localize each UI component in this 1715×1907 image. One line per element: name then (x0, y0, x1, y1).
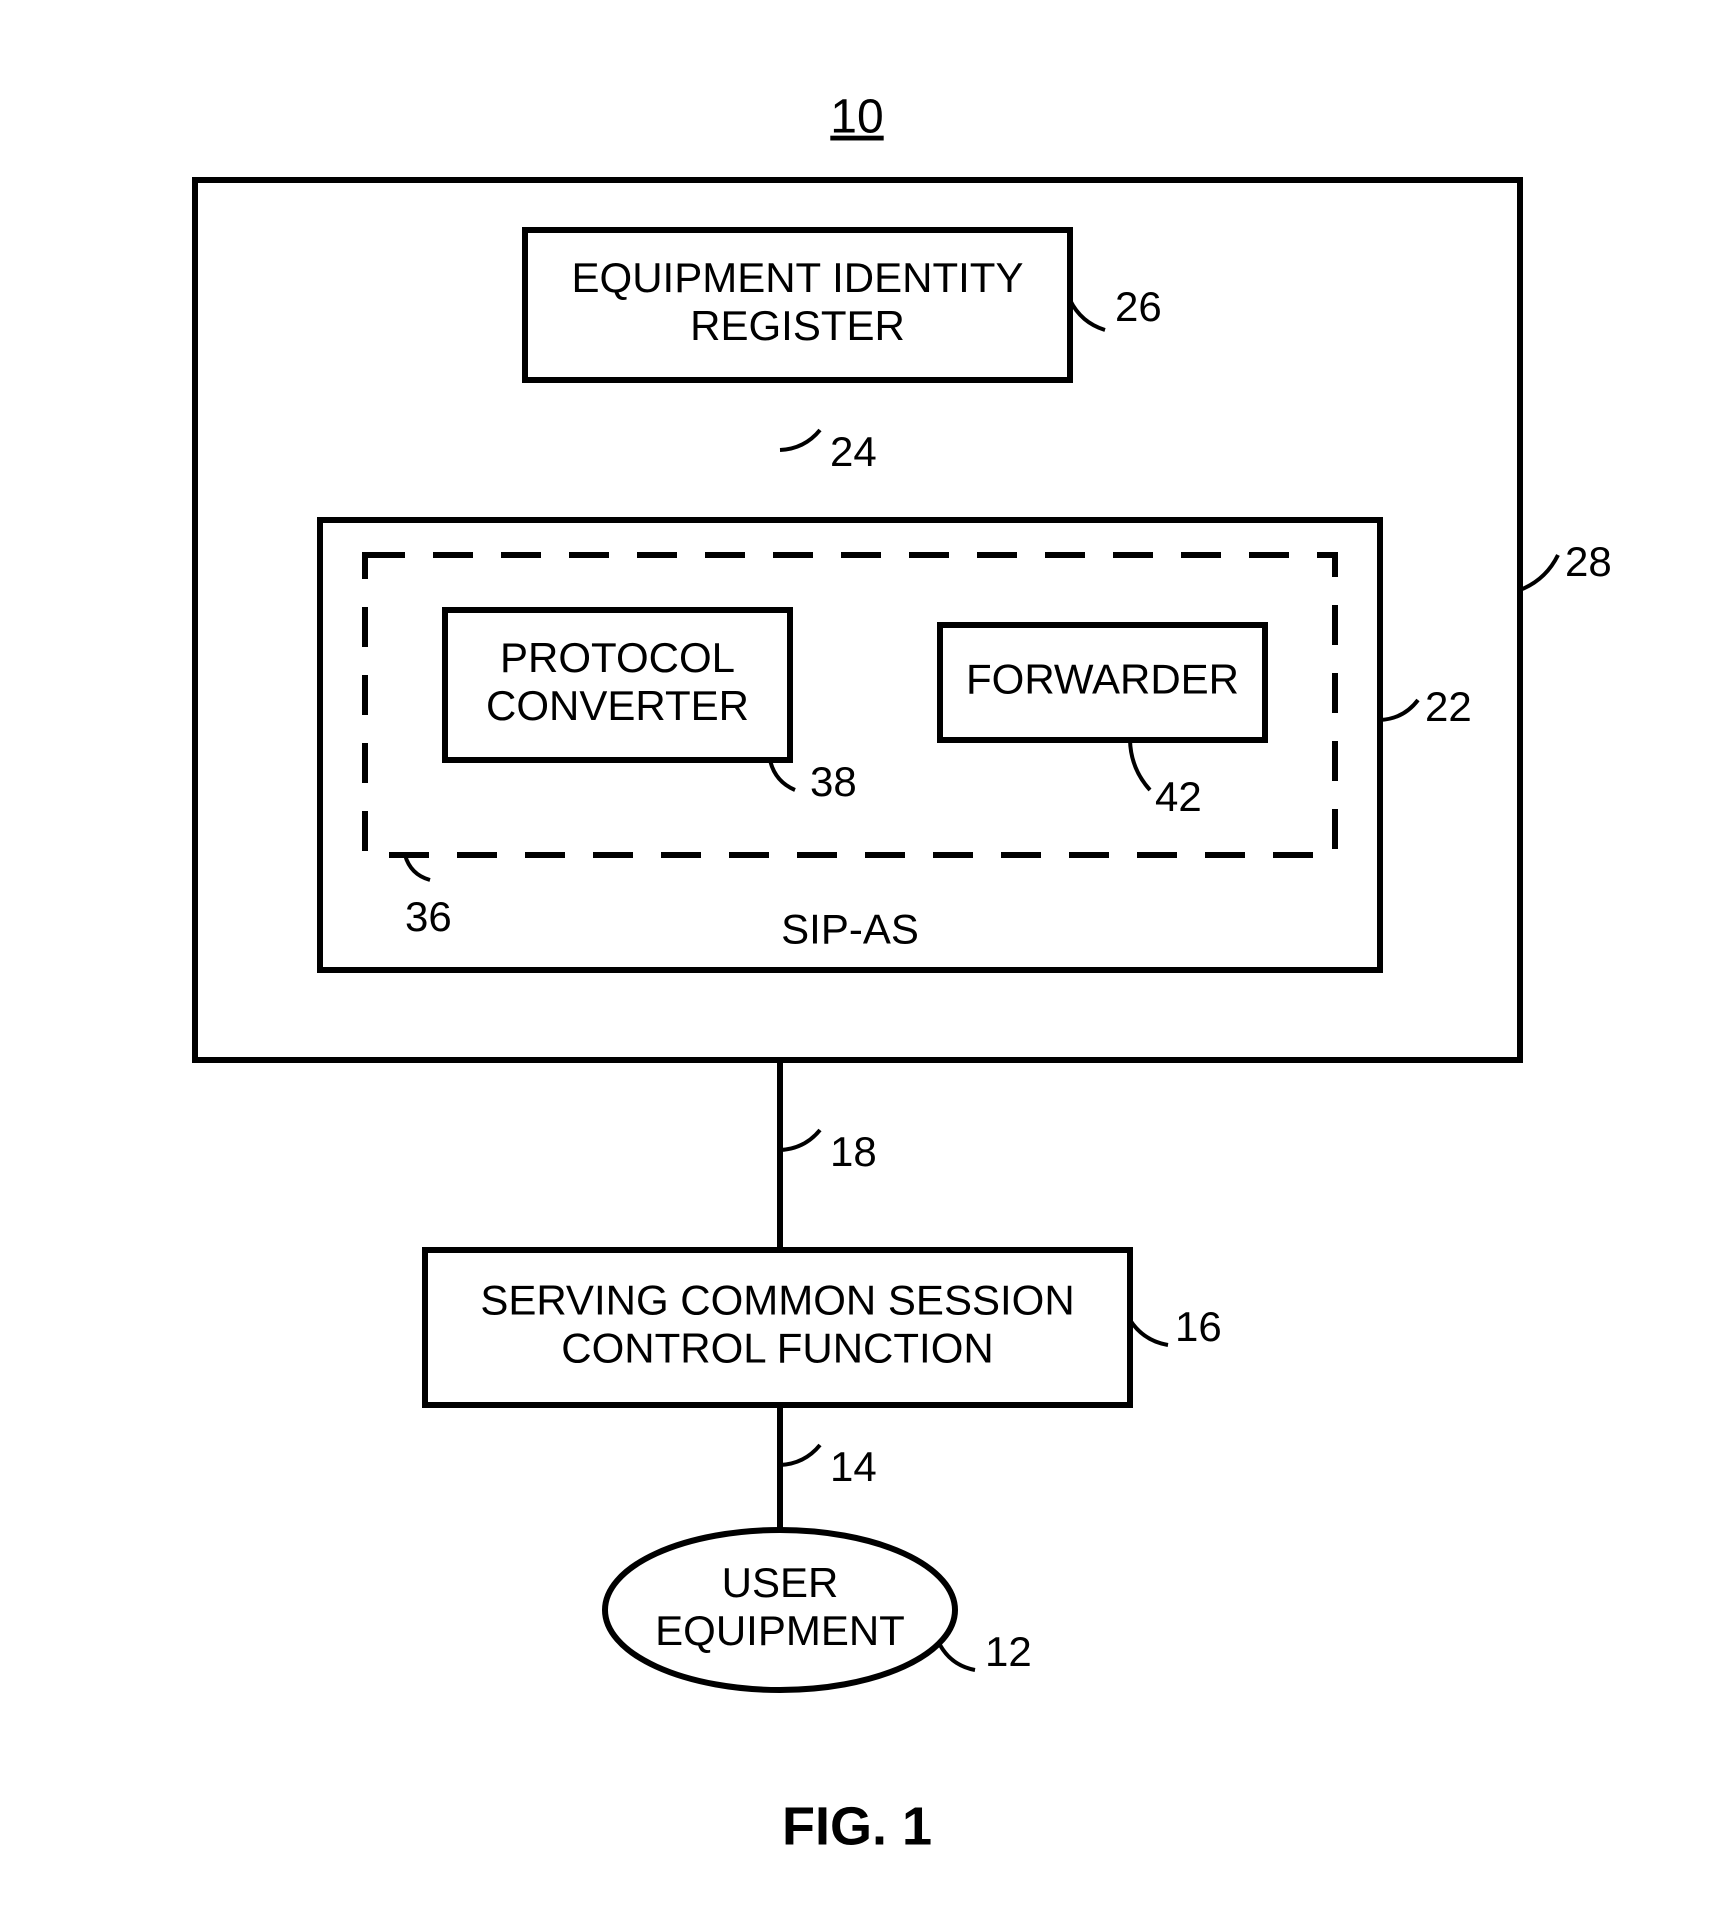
node-ue12-label: EQUIPMENT (655, 1607, 905, 1654)
node-pc38-label: CONVERTER (486, 682, 749, 729)
leader-24-label: 24 (830, 428, 877, 475)
node-eir26-label: EQUIPMENT IDENTITY (572, 254, 1024, 301)
leader-12-label: 12 (985, 1628, 1032, 1675)
node-cscf16-label: SERVING COMMON SESSION (480, 1276, 1074, 1323)
node-ue12-label: USER (722, 1559, 839, 1606)
node-cscf16-label: CONTROL FUNCTION (561, 1325, 993, 1372)
node-fw42-label: FORWARDER (966, 656, 1239, 703)
leader-22-label: 22 (1425, 683, 1472, 730)
leader-26-label: 26 (1115, 283, 1162, 330)
leader-42-label: 42 (1155, 773, 1202, 820)
leader-16-label: 16 (1175, 1303, 1222, 1350)
node-pc38-label: PROTOCOL (500, 634, 735, 681)
leader-36-label: 36 (405, 893, 452, 940)
leader-28-label: 28 (1565, 538, 1612, 585)
leader-18-label: 18 (830, 1128, 877, 1175)
node-eir26-label: REGISTER (690, 302, 905, 349)
leader-14-label: 14 (830, 1443, 877, 1490)
figure-number-title: 10 (830, 91, 883, 144)
node-sipas22-label: SIP-AS (781, 905, 919, 952)
leader-38-label: 38 (810, 758, 857, 805)
figure-caption: FIG. 1 (782, 1796, 932, 1856)
